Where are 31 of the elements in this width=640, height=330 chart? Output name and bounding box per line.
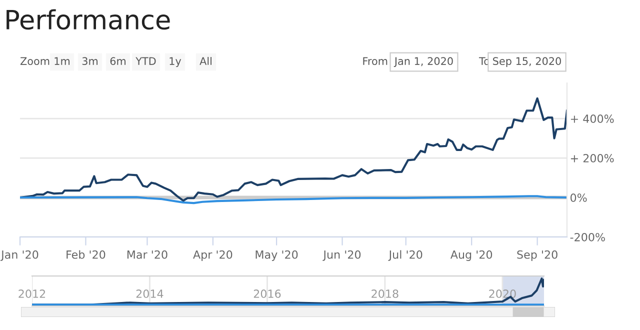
y-tick-label: + 400%: [570, 114, 614, 123]
text: YTD: [136, 57, 156, 65]
text: 6m: [110, 57, 126, 66]
text: Zoom: [20, 57, 50, 66]
x-tick-label: 2012: [18, 290, 46, 298]
text: All: [200, 56, 212, 65]
x-tick-label: Jun '20: [322, 250, 361, 261]
text: 1m: [54, 57, 70, 65]
x-tick-label: 2020: [489, 290, 516, 298]
text: 1y: [170, 57, 182, 68]
x-tick-label: May '20: [256, 250, 298, 261]
x-tick-label: Apr '20: [193, 250, 232, 261]
x-tick-label: Feb '20: [66, 250, 106, 259]
text: 3m: [82, 57, 98, 66]
x-tick-label: 2018: [372, 290, 398, 298]
line-series: [20, 97, 567, 202]
y-tick-label: + 200%: [570, 154, 614, 162]
x-tick-label: Jan '20: [0, 250, 38, 261]
x-tick-label: Jul '20: [388, 250, 422, 261]
text: From: [363, 57, 388, 66]
x-tick-label: 2014: [136, 290, 164, 298]
chart-title: Performance: [6, 9, 170, 30]
line-series: [20, 195, 567, 204]
text: Jan 1, 2020: [394, 57, 453, 67]
x-tick-label: Aug '20: [450, 250, 492, 261]
x-tick-label: 2016: [254, 290, 281, 298]
x-tick-label: Sep '20: [517, 250, 558, 261]
y-tick-label: 0%: [570, 193, 587, 202]
text: Sep 15, 2020: [493, 57, 561, 68]
y-tick-label: -200%: [570, 232, 605, 242]
x-tick-label: Mar '20: [127, 250, 168, 259]
